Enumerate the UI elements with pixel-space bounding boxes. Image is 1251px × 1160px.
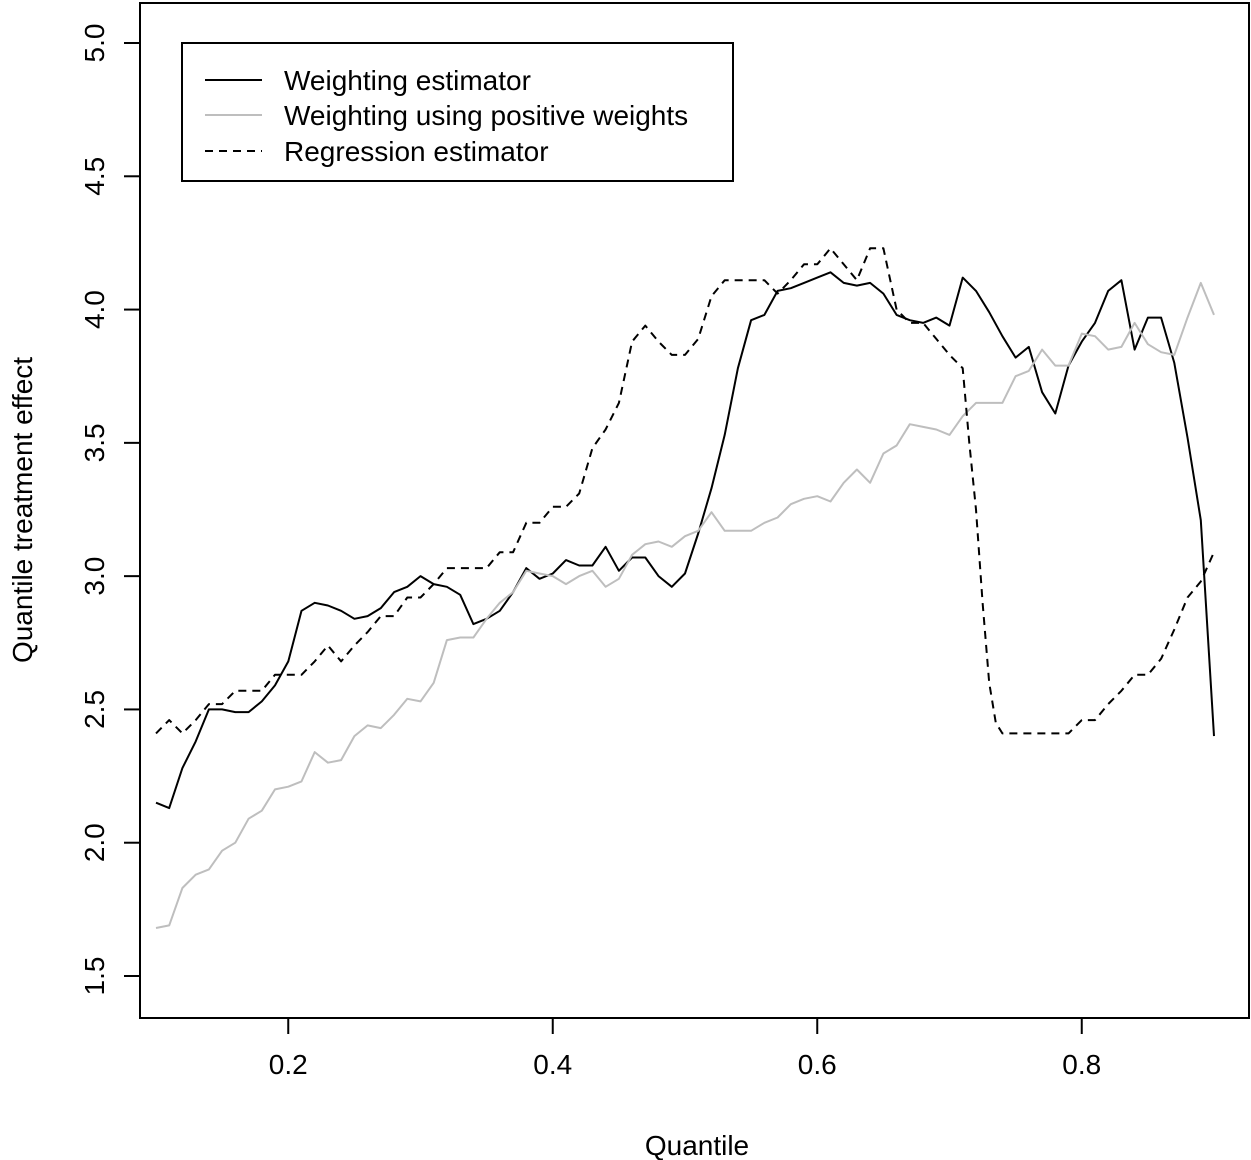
y-tick-label: 5.0: [79, 24, 110, 63]
x-axis: 0.2 0.4 0.6 0.8: [269, 1017, 1101, 1080]
legend-label-positive-weights: Weighting using positive weights: [284, 100, 688, 131]
legend-label-weighting: Weighting estimator: [284, 65, 531, 96]
series-layer: [155, 247, 1215, 929]
series-line-regression: [155, 247, 1215, 735]
x-tick-label: 0.6: [798, 1049, 837, 1080]
y-tick-label: 3.5: [79, 423, 110, 462]
y-axis-label: Quantile treatment effect: [7, 357, 38, 663]
y-tick-label: 2.5: [79, 690, 110, 729]
legend-label-regression: Regression estimator: [284, 136, 549, 167]
x-tick-label: 0.4: [533, 1049, 572, 1080]
x-tick-label: 0.8: [1062, 1049, 1101, 1080]
series-line-positive-weights: [155, 281, 1215, 929]
y-tick-label: 4.5: [79, 157, 110, 196]
legend-box: [181, 42, 734, 182]
y-axis: 1.5 2.0 2.5 3.0 3.5 4.0 4.5 5.0: [79, 24, 141, 996]
legend: Weighting estimator Weighting using posi…: [181, 42, 734, 182]
y-tick-label: 4.0: [79, 290, 110, 329]
x-axis-label: Quantile: [645, 1130, 749, 1160]
series-line-weighting: [155, 271, 1215, 810]
y-tick-label: 2.0: [79, 823, 110, 862]
x-tick-label: 0.2: [269, 1049, 308, 1080]
y-tick-label: 1.5: [79, 957, 110, 996]
y-tick-label: 3.0: [79, 557, 110, 596]
